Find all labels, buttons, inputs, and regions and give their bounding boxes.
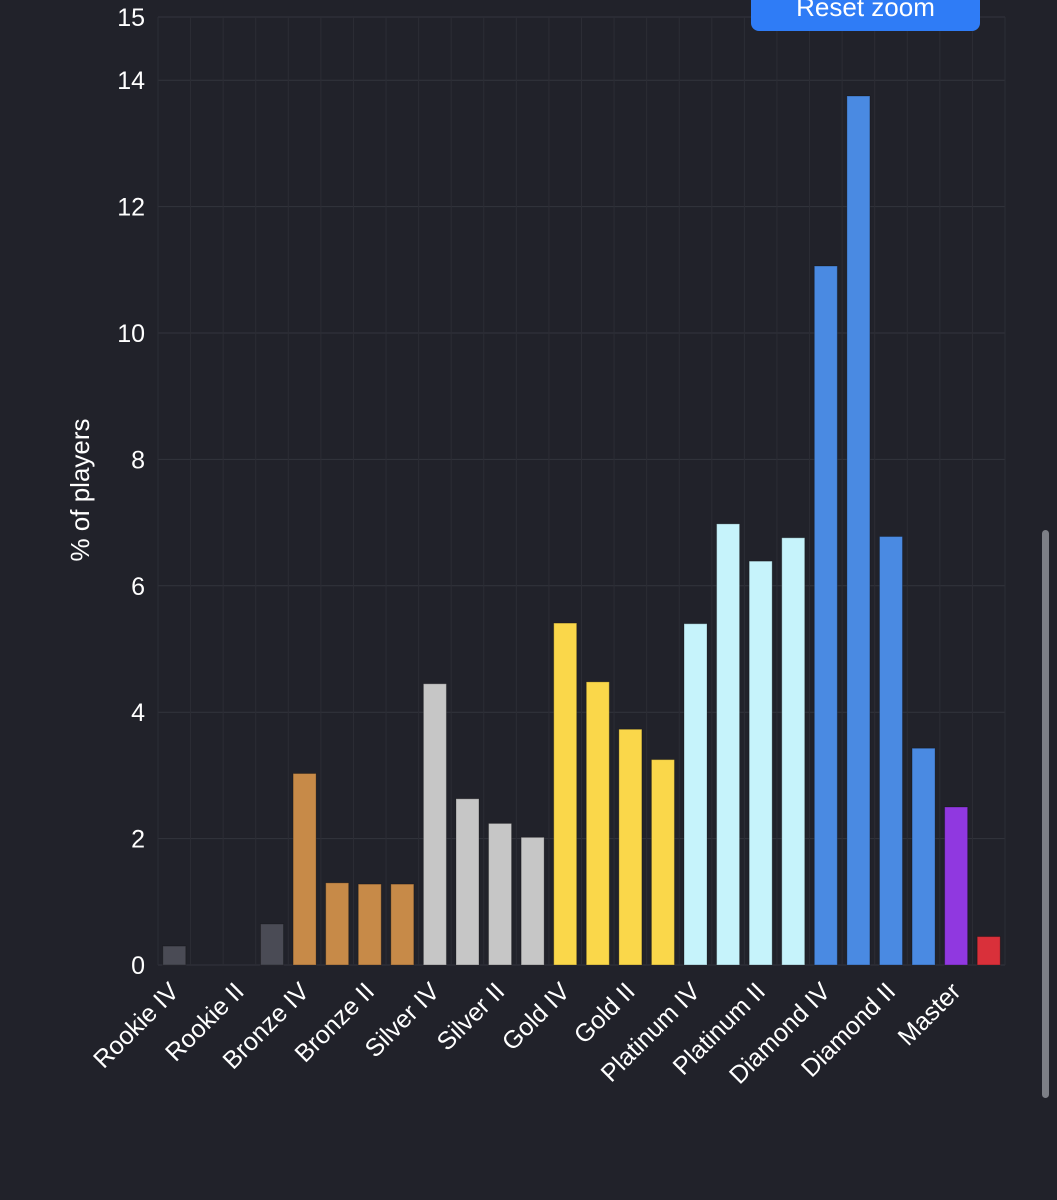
y-axis-ticks: 0 2 4 6 8 10 12 14 15 [117,4,145,980]
y-tick-label: 6 [131,573,145,601]
bar-gold-iv[interactable] [553,622,578,966]
y-tick-label: 10 [117,320,145,348]
chart-grid [157,16,1006,966]
bar-silver-ii[interactable] [488,822,513,966]
bar-platinum-iv[interactable] [683,623,708,966]
bar-platinum-iii[interactable] [716,523,741,966]
bar-bronze-ii[interactable] [357,883,382,966]
bar-gold-i[interactable] [650,759,675,966]
x-tick-label: Gold IV [497,977,576,1056]
bar-diamond-i[interactable] [911,747,936,966]
y-tick-label: 14 [117,67,145,95]
bar-master[interactable] [944,806,969,966]
bar-silver-i[interactable] [520,836,545,966]
y-tick-label: 8 [131,446,145,474]
x-tick-label: Silver II [432,977,511,1056]
bar-diamond-iv[interactable] [813,265,838,966]
bar-bronze-iii[interactable] [325,882,350,966]
y-tick-label: 4 [131,699,145,727]
reset-zoom-button[interactable]: Reset zoom [751,0,980,31]
bar-bronze-i[interactable] [390,883,415,966]
x-tick-label: Rookie IV [88,977,185,1074]
bar-diamond-ii[interactable] [878,536,903,966]
bar-platinum-ii[interactable] [748,560,773,966]
x-tick-label: Master [893,977,967,1051]
bar-bronze-iv[interactable] [292,773,317,966]
y-tick-label: 12 [117,194,145,222]
bar-rookie-i[interactable] [260,923,285,966]
bar-gold-iii[interactable] [585,681,610,966]
bar-silver-iv[interactable] [422,683,447,966]
scrollbar-thumb[interactable] [1042,530,1049,1098]
y-tick-label: 2 [131,826,145,854]
y-tick-label: 0 [131,952,145,980]
bar-silver-iii[interactable] [455,798,480,966]
y-tick-label: 15 [117,4,145,32]
bar-gold-ii[interactable] [618,728,643,966]
bar-rookie-iv[interactable] [162,945,187,966]
bar-diamond-iii[interactable] [846,95,871,966]
chart-bars [162,95,1001,966]
y-axis-label: % of players [65,418,95,561]
bar-grandmaster[interactable] [976,936,1001,966]
bar-platinum-i[interactable] [781,537,806,966]
